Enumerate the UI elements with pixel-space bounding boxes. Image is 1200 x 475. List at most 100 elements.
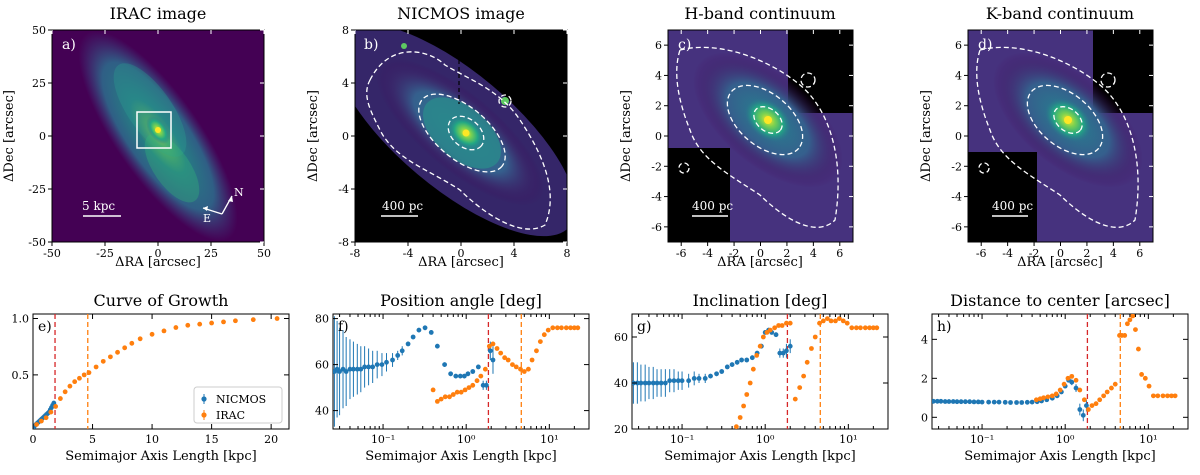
data-point-irac (1077, 387, 1083, 393)
data-point-irac (1104, 389, 1110, 395)
data-point-irac (438, 396, 444, 402)
data-point-nicmos (996, 399, 1002, 405)
x-tick-label: -4 (403, 247, 414, 260)
data-point-nicmos (1002, 399, 1008, 405)
data-point-irac (233, 318, 238, 324)
data-point-nicmos (461, 373, 467, 379)
data-point-nicmos (932, 398, 936, 404)
data-point-irac (757, 343, 763, 349)
plot-area (33, 314, 280, 429)
data-point-irac (122, 345, 128, 351)
panel-c-xlabel: ΔRA [arcsec] (717, 255, 803, 270)
y-tick-label: 0 (342, 130, 349, 143)
data-point-nicmos (954, 399, 960, 405)
y-tick-label: -8 (338, 236, 349, 249)
data-point-nicmos (967, 399, 973, 405)
data-point-nicmos (416, 327, 422, 333)
panel-a-ticks: -50 -25 0 25 50 -50 -25 0 25 50 (28, 24, 271, 260)
x-tick-label: 10⁻¹ (371, 433, 395, 446)
y-tick-label: 0 (955, 130, 962, 143)
panel-d-ylabel: ΔDec [arcsec] (919, 90, 934, 182)
data-point-irac (1172, 393, 1178, 399)
y-tick-label: 50 (32, 24, 46, 37)
data-point-irac (862, 325, 868, 331)
data-point-irac (779, 323, 785, 328)
data-point-irac (874, 325, 880, 331)
data-point-nicmos (777, 350, 783, 356)
chart-title: Position angle [deg] (380, 291, 542, 310)
x-axis-label: Semimajor Axis Length [kpc] (664, 449, 855, 464)
data-point-irac (510, 362, 515, 367)
data-point-irac (534, 348, 539, 354)
data-point-irac (801, 373, 807, 379)
data-point-nicmos (671, 378, 677, 384)
data-point-irac (537, 339, 543, 344)
data-point-nicmos (667, 378, 673, 384)
data-point-nicmos (658, 380, 664, 386)
data-point-irac (747, 380, 753, 386)
panel-a-xlabel: ΔRA [arcsec] (115, 255, 201, 270)
data-point-nicmos (395, 353, 401, 358)
data-point-irac (129, 340, 135, 346)
panel-b-galaxy (355, 30, 567, 237)
data-point-irac (1169, 393, 1174, 399)
data-point-irac (1041, 395, 1047, 401)
data-point-irac (173, 325, 179, 330)
data-point-nicmos (490, 357, 496, 363)
y-tick-label: 4 (921, 333, 928, 346)
y-tick-label: 2 (921, 372, 928, 385)
x-tick-label: 10¹ (839, 433, 857, 446)
data-point-irac (870, 325, 876, 331)
panel-b-ylabel: ΔDec [arcsec] (306, 90, 321, 182)
x-tick-label: 4 (1110, 247, 1117, 260)
data-point-nicmos (1029, 399, 1035, 405)
data-point-nicmos (675, 378, 681, 384)
data-point-irac (209, 320, 215, 326)
data-point-irac (107, 354, 113, 360)
data-point-irac (541, 332, 547, 338)
panel-letter: f) (338, 319, 349, 335)
panel-d-k-band: K-band continuum d) 400 pc -6 -4 -2 0 2 4 6-6-… (919, 4, 1154, 270)
data-point-irac (1112, 381, 1118, 387)
plot-area (932, 314, 1178, 429)
panel-c-ylabel: ΔDec [arcsec] (619, 90, 634, 182)
data-point-irac (809, 346, 814, 351)
panel-b-ticks: -8 -4 0 4 8 -8 -4 0 4 8 (338, 24, 570, 260)
data-point-irac (840, 318, 846, 324)
x-tick-label: 10 (145, 433, 159, 446)
panel-b-letter: b) (364, 37, 378, 53)
data-point-irac (274, 316, 280, 321)
data-point-irac (820, 318, 826, 324)
data-point-nicmos (702, 376, 708, 381)
data-point-irac (1142, 375, 1148, 381)
data-point-nicmos (1014, 400, 1019, 405)
data-point-irac (792, 396, 798, 402)
y-tick-label: 2 (955, 100, 962, 113)
panel-g-inclination: Inclination [deg] g) 10⁻¹ 10⁰ 10¹ 20 40 60 Semim… (614, 291, 889, 464)
data-point-irac (1045, 394, 1051, 400)
data-point-irac (100, 358, 106, 364)
data-point-nicmos (662, 380, 668, 386)
data-point-irac (1146, 383, 1152, 389)
x-tick-label: 0 (757, 247, 764, 260)
y-tick-label: 4 (655, 69, 662, 82)
data-point-irac (81, 372, 87, 378)
data-point-irac (812, 334, 818, 340)
panel-a-scalebar-label: 5 kpc (82, 199, 115, 213)
x-tick-label: 25 (204, 247, 218, 260)
panel-h-distance-to-center: Distance to center [arcsec] h) 10⁻¹ 10⁰ 10¹ 0… (921, 291, 1189, 464)
x-tick-label: -50 (43, 247, 61, 260)
data-point-nicmos (642, 380, 648, 386)
x-tick-label: 10⁰ (457, 433, 476, 446)
legend-label: NICMOS (216, 393, 266, 406)
data-point-irac (554, 325, 560, 331)
data-point-irac (502, 355, 508, 361)
panel-b-nicmos-image: NICMOS image b) 400 pc -8 -4 0 4 8 -8 -4 0 4 8 ΔR… (306, 4, 571, 270)
data-point-irac (1150, 393, 1156, 399)
data-point-irac (43, 415, 49, 421)
data-point-irac (776, 323, 782, 328)
data-point-irac (760, 334, 766, 340)
panel-f-position-angle: Position angle [deg] f) 10⁻¹ 10⁰ 10¹ 40 60 80 Se… (315, 291, 590, 464)
y-tick-label: 0 (39, 130, 46, 143)
data-point-nicmos (942, 399, 948, 404)
